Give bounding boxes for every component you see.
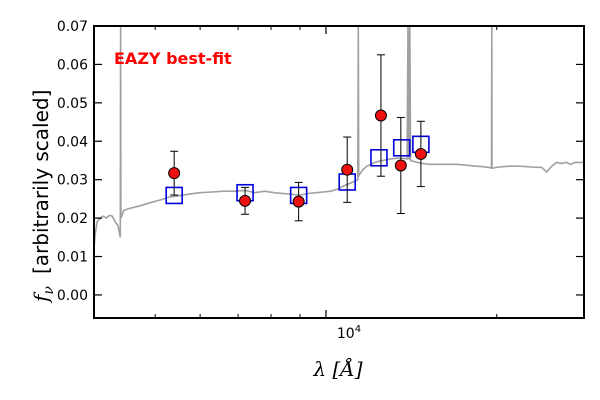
y-tick-label: 0.05	[57, 96, 88, 112]
y-tick-label: 0.00	[57, 288, 88, 304]
observed-point	[394, 159, 407, 172]
model-square	[370, 148, 388, 167]
template-spectrum	[94, 26, 584, 247]
y-axis-label: fν [arbitrarily scaled]	[29, 90, 57, 304]
observed-point	[341, 163, 354, 176]
annotation-eazy: EAZY best-fit	[114, 49, 232, 68]
y-tick-label: 0.06	[57, 57, 88, 73]
y-tick-label: 0.01	[57, 250, 88, 266]
svg-text:[arbitrarily scaled]: [arbitrarily scaled]	[29, 90, 53, 274]
observed-point	[239, 194, 252, 207]
observed-point	[414, 147, 427, 160]
observed-photometry	[168, 54, 427, 222]
x-axis-label: λ [Å]	[312, 356, 362, 381]
y-tick-label: 0.07	[57, 19, 88, 35]
y-tick-label: 0.03	[57, 173, 88, 189]
axis-ticks: 0.00 0.01 0.02 0.03 0.04 0.05 0.06 0.07	[57, 19, 584, 318]
observed-point	[374, 109, 387, 122]
template-line	[94, 26, 584, 247]
model-photometry	[165, 135, 430, 205]
observed-point	[292, 195, 305, 208]
svg-text:fν: fν	[29, 286, 57, 304]
y-tick-label: 0.04	[57, 134, 88, 150]
plot-frame	[93, 25, 585, 319]
observed-point	[168, 167, 181, 180]
model-square	[392, 138, 411, 157]
y-tick-label: 0.02	[57, 211, 88, 227]
x-tick-label: 104	[337, 324, 361, 342]
